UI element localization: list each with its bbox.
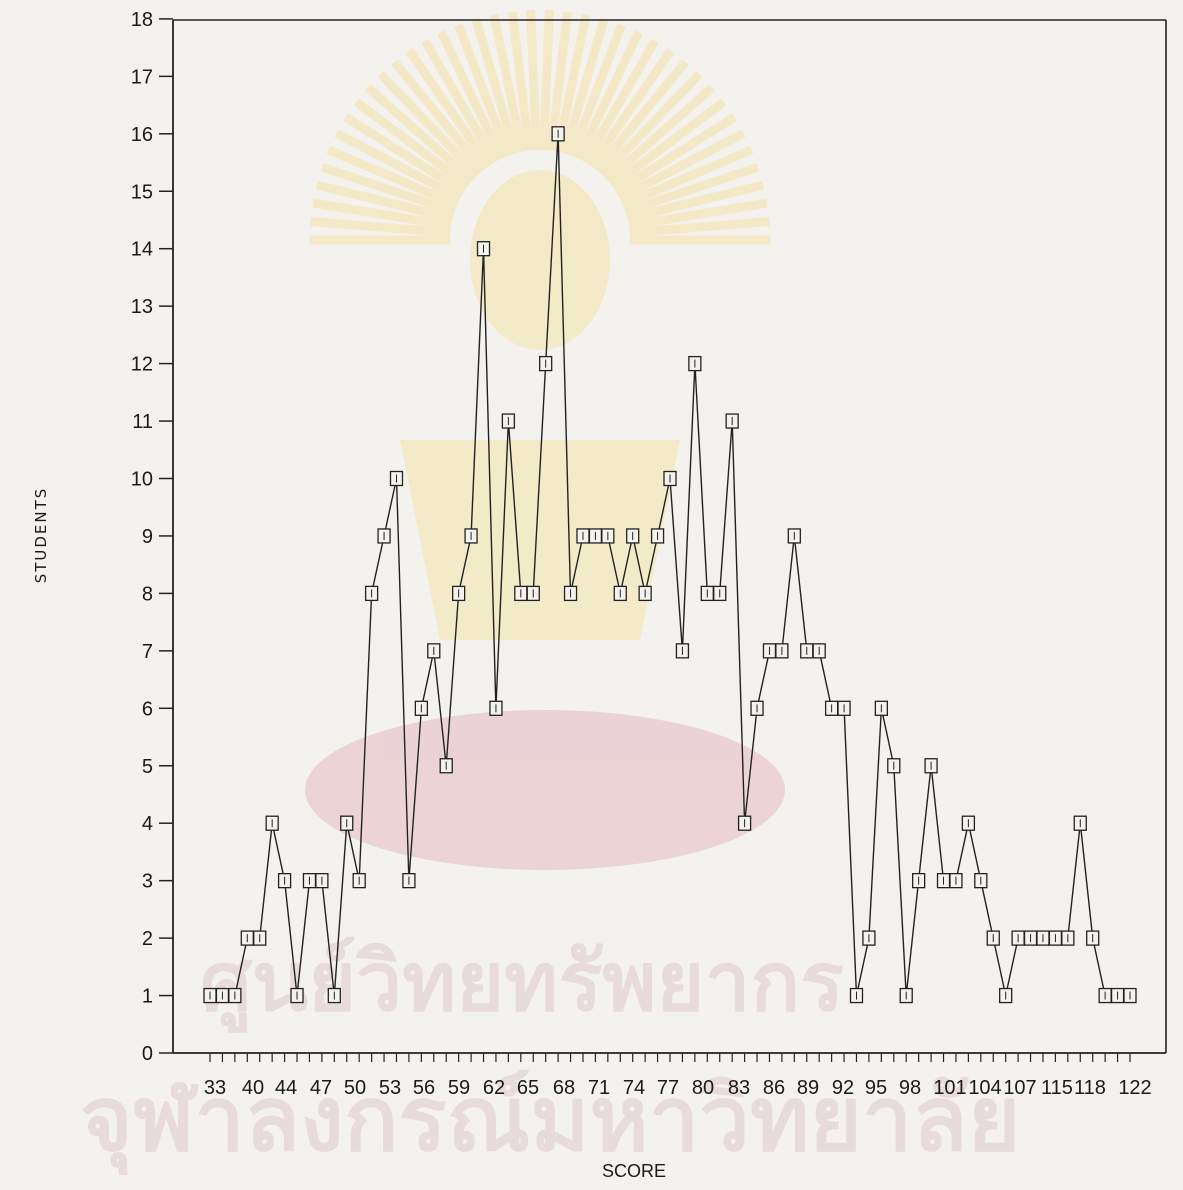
y-tick-label: 13 [131,296,153,318]
emblem-ray [623,162,760,216]
series-layer [203,126,1137,1004]
emblem-crown [470,170,610,350]
emblem-ray [593,58,689,174]
emblem-ray [567,23,626,158]
x-tick-label: 53 [379,1077,401,1099]
y-tick-label: 0 [142,1043,153,1065]
emblem-ray [629,217,770,238]
emblem-ray [626,180,765,223]
emblem-ray [574,30,643,161]
emblem-ray [320,162,457,216]
emblem-ray [334,129,463,203]
x-tick-label: 44 [275,1077,297,1099]
y-tick-label: 9 [142,526,153,548]
emblem-ray [539,10,554,151]
y-tick-label: 16 [131,124,153,146]
x-tick-label: 122 [1118,1077,1151,1099]
x-tick-label: 98 [899,1077,921,1099]
y-tick-label: 14 [131,239,153,261]
watermark-line-2: จุฬาลงกรณ์มหาวิทยาลัย [80,1067,1020,1176]
emblem-ray [312,198,452,231]
emblem-ray [391,58,487,174]
emblem-ray [353,98,471,190]
emblem-ray [471,17,520,155]
emblem-ray [613,113,737,196]
x-tick-label: 40 [242,1077,264,1099]
y-tick-label: 3 [142,871,153,893]
x-tick-label: 74 [623,1077,645,1099]
y-tick-label: 11 [132,411,153,433]
emblem-ray [489,13,527,153]
x-tick-label: 47 [310,1077,332,1099]
y-tick-label: 8 [142,583,153,605]
emblem-ray [599,71,703,179]
emblem-ray [609,98,727,190]
emblem-ray [604,84,716,184]
emblem-body [400,440,680,640]
x-tick-label: 68 [553,1077,575,1099]
y-tick-label: 18 [131,9,153,31]
x-tick-label: 56 [413,1077,435,1099]
y-tick-label: 5 [142,756,153,778]
emblem-ray [560,17,609,155]
y-tick-label: 10 [131,469,153,491]
y-axis-title: STUDENTS [32,487,50,584]
y-tick-label: 7 [142,641,153,663]
x-tick-label: 83 [728,1077,750,1099]
emblem-ray [315,180,454,223]
emblem-ray [587,48,675,169]
emblem-ray [343,113,467,196]
y-tick-label: 12 [131,354,153,376]
x-tick-label: 92 [832,1077,854,1099]
emblem-ray [310,217,451,238]
emblem-ray [526,10,541,151]
y-tick-label: 6 [142,698,153,720]
y-tick-label: 4 [142,813,153,835]
emblem-ray [628,198,768,231]
y-tick-label: 15 [131,181,153,203]
x-tick-label: 86 [763,1077,785,1099]
emblem-ray [326,145,459,209]
x-tick-label: 65 [517,1077,539,1099]
emblem-ray [377,71,481,179]
x-tick-label: 80 [692,1077,714,1099]
x-tick-label: 50 [344,1077,366,1099]
series-line [210,133,1130,997]
x-tick-label: 62 [483,1077,505,1099]
watermark-line-1: ศูนย์วิทยทรัพยากร [200,935,844,1033]
emblem-ray [507,11,534,152]
x-tick-label: 118 [1074,1077,1106,1099]
x-tick-label: 33 [204,1077,226,1099]
y-tick-label: 2 [142,928,153,950]
emblem-ray [454,23,513,158]
emblem-ray [437,30,506,161]
x-axis: 33 40 44 47 50 53 56 59 62 65 68 71 74 77 80 83 86 89 92 95… [204,1053,1152,1099]
x-tick-label: 77 [657,1077,679,1099]
x-tick-label: 71 [588,1077,610,1099]
emblem-ray [581,38,659,165]
x-axis-title: SCORE [602,1161,666,1181]
y-tick-label: 1 [142,986,153,1008]
x-tick-label: 107 [1003,1077,1036,1099]
x-tick-label: 95 [865,1077,887,1099]
x-tick-label: 101 [933,1077,966,1099]
emblem-ray [621,145,754,209]
y-tick-label: 17 [131,66,153,88]
x-tick-label: 89 [797,1077,819,1099]
emblem-ray [364,84,476,184]
emblem-ray [617,129,746,203]
emblem-base [305,710,785,870]
x-tick-label: 104 [968,1077,1001,1099]
x-tick-label: 115 [1041,1077,1073,1099]
emblem-ray [421,38,499,165]
university-emblem-watermark [305,10,785,870]
emblem-ray [405,48,493,169]
x-tick-label: 59 [448,1077,470,1099]
